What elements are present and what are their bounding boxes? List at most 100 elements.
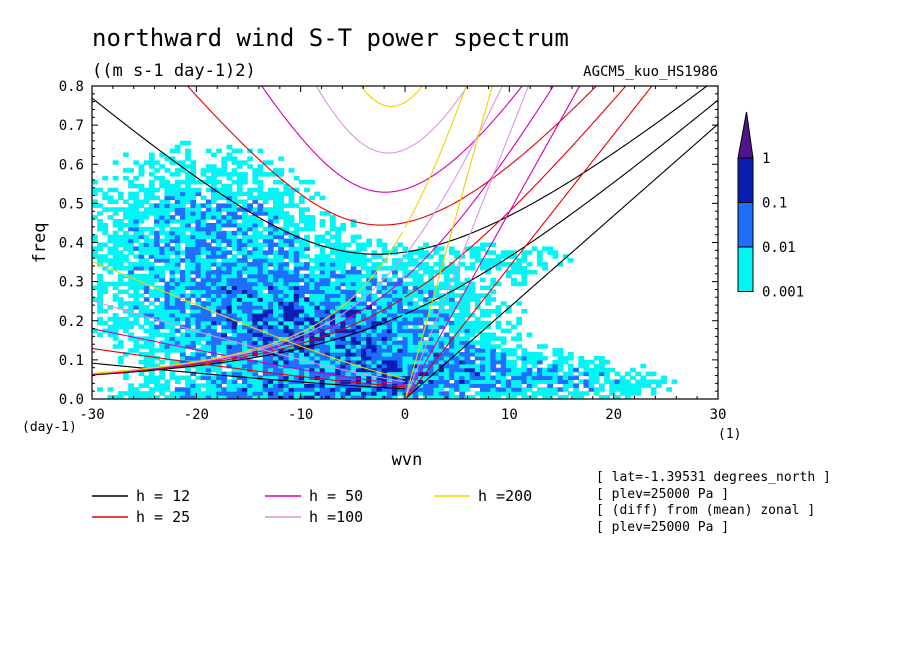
heatmap-cell bbox=[242, 309, 248, 314]
heatmap-cell bbox=[397, 289, 404, 294]
heatmap-cell bbox=[226, 277, 233, 283]
heatmap-cell bbox=[236, 332, 243, 337]
heatmap-cell bbox=[485, 340, 491, 345]
heatmap-cell bbox=[547, 387, 554, 392]
heatmap-cell bbox=[340, 269, 347, 275]
heatmap-cell bbox=[267, 269, 274, 275]
heatmap-cell bbox=[221, 312, 228, 318]
heatmap-cell bbox=[293, 312, 300, 318]
heatmap-cell bbox=[143, 211, 150, 216]
heatmap-cell bbox=[314, 277, 321, 283]
heatmap-cell bbox=[293, 348, 300, 353]
heatmap-cell bbox=[355, 254, 362, 259]
heatmap-cell bbox=[169, 258, 176, 263]
heatmap-cell bbox=[262, 355, 269, 361]
heatmap-cell bbox=[226, 222, 233, 228]
heatmap-cell bbox=[588, 375, 595, 381]
heatmap-cell bbox=[329, 352, 336, 357]
heatmap-cell bbox=[531, 375, 538, 381]
heatmap-cell bbox=[304, 391, 310, 396]
heatmap-cell bbox=[298, 391, 305, 396]
heatmap-cell bbox=[179, 168, 186, 173]
heatmap-cell bbox=[262, 312, 269, 318]
heatmap-cell bbox=[252, 265, 259, 271]
heatmap-cell bbox=[511, 367, 517, 373]
heatmap-cell bbox=[397, 316, 404, 322]
heatmap-cell bbox=[366, 273, 372, 279]
heatmap-cell bbox=[417, 344, 424, 349]
heatmap-cell bbox=[355, 355, 362, 361]
heatmap-cell bbox=[278, 234, 285, 240]
heatmap-cell bbox=[252, 168, 259, 173]
heatmap-cell bbox=[179, 226, 186, 232]
heatmap-cell bbox=[376, 387, 383, 392]
x-tick-label: 0 bbox=[401, 407, 409, 423]
heatmap-cell bbox=[366, 391, 372, 396]
heatmap-cell bbox=[309, 281, 316, 287]
heatmap-cell bbox=[324, 258, 331, 263]
heatmap-cell bbox=[216, 289, 222, 294]
heatmap-cell bbox=[216, 262, 222, 267]
heatmap-cell bbox=[371, 352, 378, 357]
heatmap-cell bbox=[392, 289, 398, 294]
heatmap-cell bbox=[392, 316, 398, 322]
heatmap-cell bbox=[366, 305, 372, 310]
heatmap-cell bbox=[236, 273, 243, 279]
heatmap-cell bbox=[190, 336, 197, 341]
heatmap-cell bbox=[599, 395, 605, 399]
heatmap-cell bbox=[221, 222, 228, 228]
heatmap-cell bbox=[200, 262, 207, 267]
heatmap-cell bbox=[464, 352, 471, 357]
heatmap-cell bbox=[304, 348, 310, 353]
heatmap-cell bbox=[324, 285, 331, 291]
heatmap-cell bbox=[319, 348, 326, 353]
heatmap-cell bbox=[314, 395, 321, 399]
heatmap-cell bbox=[319, 297, 326, 302]
heatmap-cell bbox=[454, 387, 460, 392]
heatmap-cell bbox=[169, 207, 176, 212]
heatmap-cell bbox=[490, 387, 497, 392]
heatmap-cell bbox=[381, 387, 388, 392]
heatmap-cell bbox=[216, 203, 222, 208]
heatmap-cell bbox=[474, 246, 481, 251]
heatmap-cell bbox=[454, 348, 460, 353]
heatmap-cell bbox=[536, 344, 543, 349]
heatmap-cell bbox=[257, 269, 264, 275]
heatmap-cell bbox=[361, 355, 367, 361]
heatmap-cell bbox=[304, 207, 310, 212]
heatmap-cell bbox=[185, 336, 191, 341]
heatmap-cell bbox=[521, 250, 528, 255]
heatmap-cell bbox=[433, 379, 440, 384]
heatmap-cell bbox=[154, 312, 160, 318]
heatmap-cell bbox=[262, 258, 269, 263]
heatmap-cell bbox=[350, 316, 357, 322]
heatmap-cell bbox=[531, 352, 538, 357]
kelvin-curve bbox=[404, 123, 718, 399]
heatmap-cell bbox=[242, 281, 248, 287]
heatmap-cell bbox=[288, 234, 295, 240]
heatmap-cell bbox=[500, 379, 507, 384]
heatmap-cell bbox=[236, 312, 243, 318]
heatmap-cell bbox=[252, 344, 259, 349]
heatmap-cell bbox=[226, 203, 233, 208]
heatmap-cell bbox=[148, 309, 155, 314]
heatmap-cell bbox=[335, 281, 341, 287]
heatmap-cell bbox=[542, 265, 548, 271]
heatmap-cell bbox=[257, 172, 264, 177]
heatmap-cell bbox=[386, 301, 393, 306]
heatmap-cell bbox=[273, 359, 279, 365]
heatmap-cell bbox=[226, 363, 233, 369]
heatmap-cell bbox=[123, 265, 129, 271]
heatmap-cell bbox=[262, 332, 269, 337]
heatmap-cell bbox=[335, 230, 341, 236]
heatmap-cell bbox=[340, 222, 347, 228]
heatmap-cell bbox=[195, 203, 202, 208]
heatmap-cell bbox=[397, 293, 404, 298]
heatmap-cell bbox=[288, 219, 295, 224]
heatmap-cell bbox=[169, 285, 176, 291]
heatmap-cell bbox=[148, 301, 155, 306]
heatmap-cell bbox=[128, 273, 134, 279]
heatmap-cell bbox=[190, 328, 197, 334]
heatmap-cell bbox=[454, 332, 460, 337]
heatmap-cell bbox=[190, 164, 197, 169]
